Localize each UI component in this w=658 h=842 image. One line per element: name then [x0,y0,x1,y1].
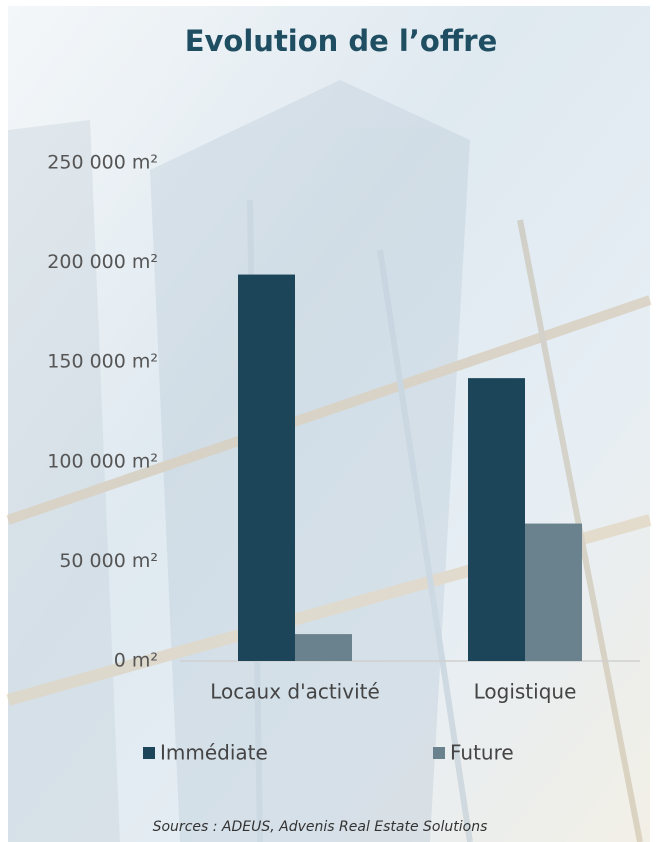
chart-title: Evolution de l’offre [185,24,498,58]
y-tick-label: 0 m² [114,650,158,672]
photo-background [8,6,650,842]
source-note: Sources : ADEUS, Advenis Real Estate Sol… [153,819,488,835]
legend-swatch [143,747,155,759]
y-tick-label: 100 000 m² [47,450,158,472]
y-tick-label: 250 000 m² [47,152,158,174]
legend-label: Future [450,741,514,765]
legend-swatch [433,747,445,759]
bar [525,523,582,661]
y-tick-label: 50 000 m² [59,550,158,572]
bar [468,378,525,661]
x-tick-label: Locaux d'activité [210,680,380,704]
legend-label: Immédiate [160,741,268,765]
y-tick-label: 200 000 m² [47,251,158,273]
x-tick-label: Logistique [474,680,577,704]
bar [238,274,295,661]
bar [295,634,352,661]
y-tick-label: 150 000 m² [47,351,158,373]
